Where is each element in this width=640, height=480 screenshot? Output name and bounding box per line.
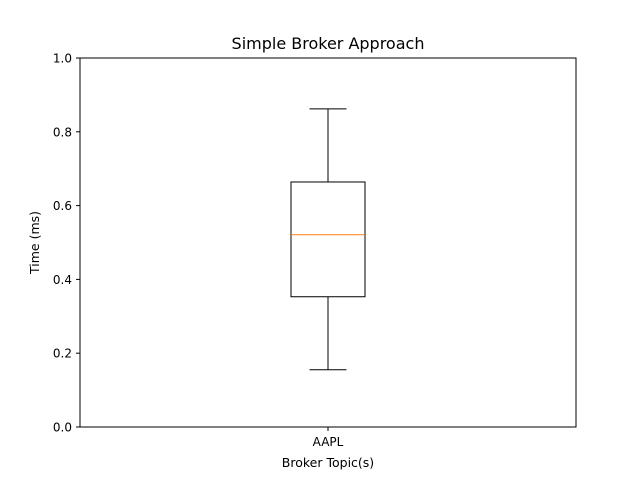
y-tick-label: 0.2 xyxy=(53,347,72,361)
x-axis-ticks: AAPL xyxy=(313,427,344,449)
box-aapl xyxy=(290,108,366,371)
y-axis-ticks: 0.0 0.2 0.4 0.6 0.8 1.0 xyxy=(53,52,80,435)
y-tick-label: 1.0 xyxy=(53,52,72,66)
y-axis-label: Time (ms) xyxy=(27,211,42,275)
x-tick-label: AAPL xyxy=(313,435,344,449)
y-tick-label: 0.0 xyxy=(53,421,72,435)
y-tick-label: 0.6 xyxy=(53,199,72,213)
y-tick-label: 0.4 xyxy=(53,273,72,287)
y-tick-label: 0.8 xyxy=(53,125,72,139)
chart-title: Simple Broker Approach xyxy=(232,34,425,53)
interquartile-box xyxy=(290,181,366,298)
x-axis-label: Broker Topic(s) xyxy=(282,455,374,470)
box-series xyxy=(290,108,366,371)
